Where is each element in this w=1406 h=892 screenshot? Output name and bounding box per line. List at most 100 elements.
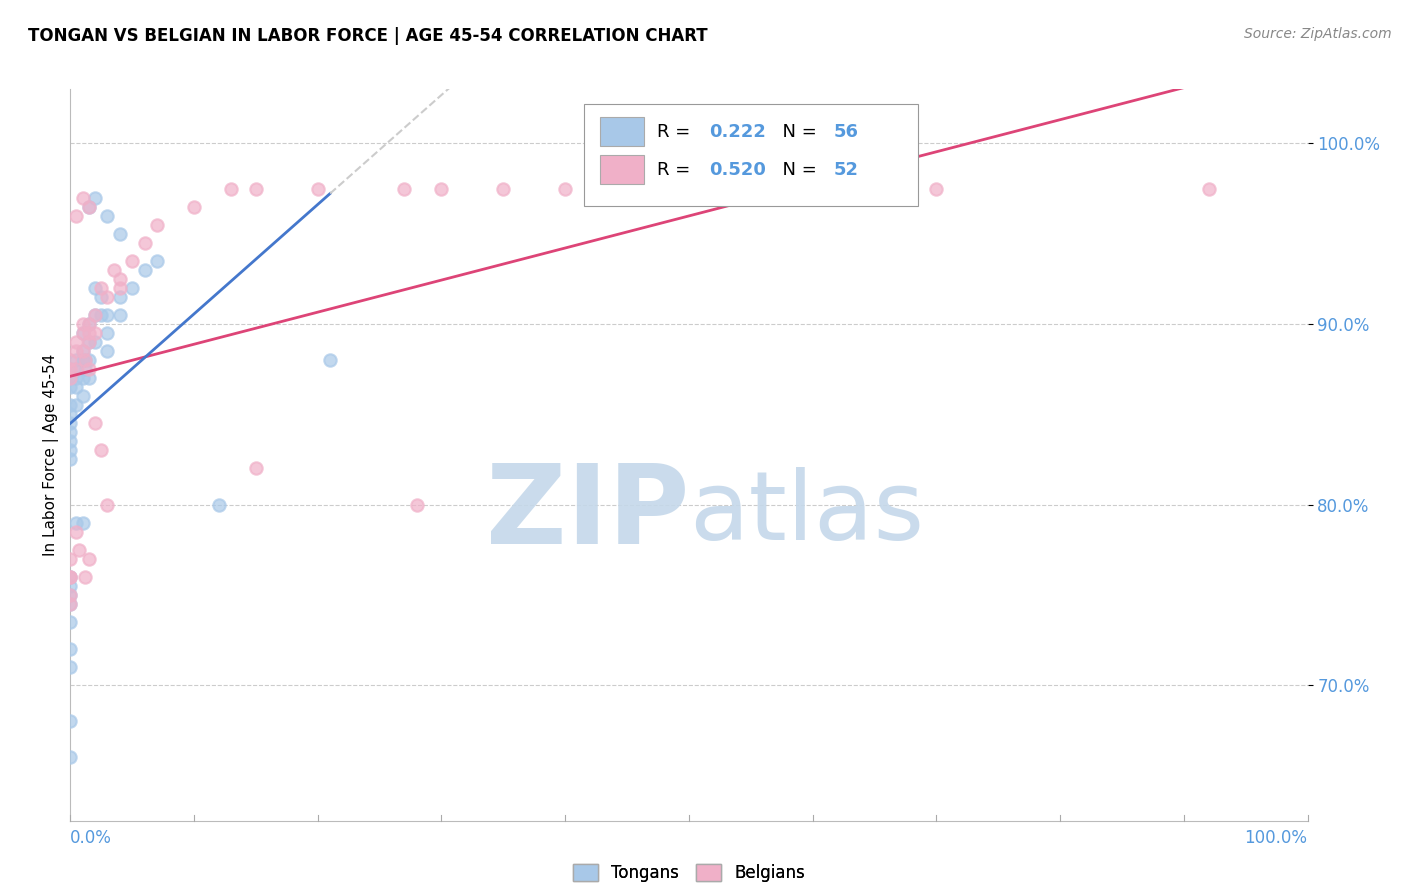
Point — [121, 281, 143, 295]
Point — [75, 353, 97, 368]
Point — [96, 326, 118, 340]
Point — [146, 253, 169, 268]
Point — [65, 353, 87, 368]
Point — [65, 524, 87, 539]
Point — [146, 218, 169, 232]
Point — [72, 326, 94, 340]
Point — [59, 551, 82, 566]
Point — [84, 326, 107, 340]
Point — [65, 362, 87, 376]
Text: Source: ZipAtlas.com: Source: ZipAtlas.com — [1244, 27, 1392, 41]
Point — [77, 334, 100, 349]
Point — [59, 660, 82, 674]
Point — [77, 326, 100, 340]
FancyBboxPatch shape — [600, 117, 644, 146]
Point — [72, 389, 94, 403]
Point — [77, 353, 100, 368]
Point — [59, 434, 82, 449]
Point — [183, 200, 205, 214]
Text: N =: N = — [770, 161, 823, 178]
Point — [134, 235, 156, 250]
Text: 0.520: 0.520 — [709, 161, 766, 178]
Point — [59, 615, 82, 629]
Point — [84, 334, 107, 349]
Point — [77, 317, 100, 331]
Point — [75, 570, 97, 584]
Point — [72, 190, 94, 204]
Point — [75, 353, 97, 368]
Point — [59, 371, 82, 385]
Point — [90, 290, 112, 304]
Point — [84, 417, 107, 431]
Point — [219, 181, 242, 195]
Point — [96, 308, 118, 322]
Point — [72, 317, 94, 331]
FancyBboxPatch shape — [583, 103, 918, 206]
Point — [1198, 181, 1220, 195]
Point — [59, 425, 82, 440]
Point — [96, 290, 118, 304]
Point — [72, 344, 94, 359]
Point — [96, 498, 118, 512]
Text: 0.0%: 0.0% — [70, 829, 112, 847]
Point — [108, 281, 131, 295]
Point — [59, 353, 82, 368]
Point — [90, 308, 112, 322]
Point — [134, 262, 156, 277]
Point — [208, 498, 231, 512]
Point — [108, 308, 131, 322]
Text: 52: 52 — [834, 161, 859, 178]
Point — [59, 570, 82, 584]
Point — [77, 334, 100, 349]
Point — [96, 209, 118, 223]
Point — [65, 209, 87, 223]
Point — [77, 371, 100, 385]
Point — [65, 334, 87, 349]
Text: 100.0%: 100.0% — [1244, 829, 1308, 847]
Point — [84, 281, 107, 295]
Point — [90, 443, 112, 458]
Point — [96, 344, 118, 359]
Point — [75, 362, 97, 376]
Point — [554, 181, 576, 195]
Point — [72, 371, 94, 385]
Point — [59, 380, 82, 394]
Point — [108, 290, 131, 304]
Text: TONGAN VS BELGIAN IN LABOR FORCE | AGE 45-54 CORRELATION CHART: TONGAN VS BELGIAN IN LABOR FORCE | AGE 4… — [28, 27, 707, 45]
Point — [245, 461, 267, 475]
Point — [492, 181, 515, 195]
Legend: Tongans, Belgians: Tongans, Belgians — [567, 857, 811, 889]
Point — [405, 498, 427, 512]
Point — [245, 181, 267, 195]
Point — [59, 714, 82, 729]
Point — [65, 398, 87, 412]
Point — [59, 597, 82, 611]
Point — [108, 272, 131, 286]
Point — [65, 380, 87, 394]
Text: R =: R = — [657, 122, 696, 141]
Text: 0.222: 0.222 — [709, 122, 766, 141]
Point — [59, 407, 82, 421]
Point — [59, 750, 82, 764]
Point — [59, 452, 82, 467]
Point — [72, 516, 94, 530]
Point — [59, 597, 82, 611]
Point — [65, 516, 87, 530]
Point — [77, 317, 100, 331]
Point — [84, 308, 107, 322]
Point — [90, 281, 112, 295]
Point — [59, 588, 82, 602]
Point — [319, 353, 342, 368]
Point — [59, 371, 82, 385]
Point — [103, 262, 125, 277]
Point — [121, 253, 143, 268]
Y-axis label: In Labor Force | Age 45-54: In Labor Force | Age 45-54 — [44, 354, 59, 556]
Point — [863, 181, 886, 195]
Point — [59, 570, 82, 584]
Text: R =: R = — [657, 161, 696, 178]
Point — [77, 200, 100, 214]
Text: N =: N = — [770, 122, 823, 141]
Point — [77, 200, 100, 214]
Point — [430, 181, 453, 195]
Point — [72, 353, 94, 368]
